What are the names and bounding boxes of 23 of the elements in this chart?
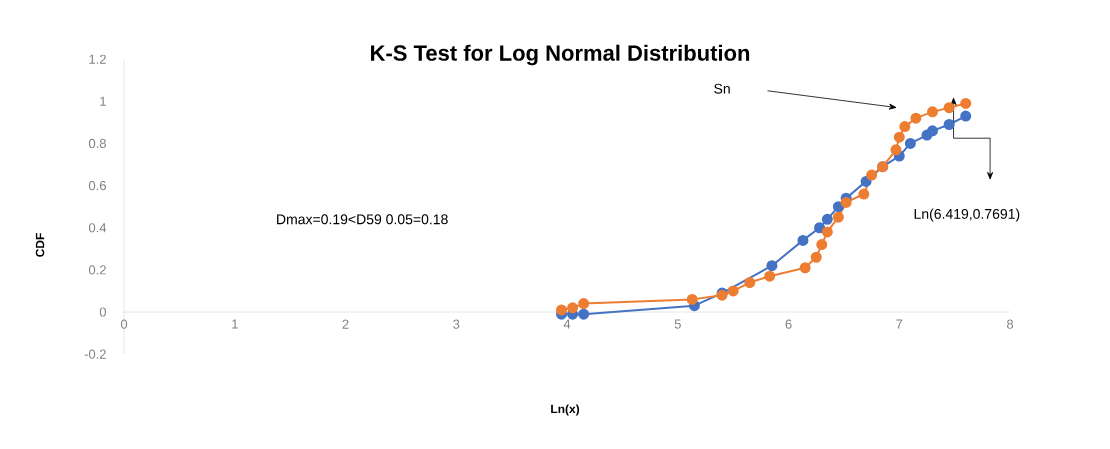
y-tick-label: 0.6 <box>88 180 106 191</box>
x-tick-label: 2 <box>342 319 349 329</box>
y-tick-label: 0.2 <box>88 265 106 275</box>
x-tick-label: 7 <box>896 319 903 329</box>
x-tick-label: 5 <box>674 319 681 329</box>
annotation: Dmax=0.19<D59 0.05=0.18 <box>277 214 448 225</box>
chart-title: K-S Test for Log Normal Distribution <box>371 44 750 66</box>
y-axis-title: CDF <box>35 233 45 257</box>
y-tick-label: 0 <box>99 307 107 317</box>
x-tick-label: 4 <box>563 319 571 329</box>
x-tick-label: 0 <box>120 319 128 329</box>
annotation: Sn <box>714 83 730 94</box>
x-tick-label: 8 <box>1006 319 1014 329</box>
x-tick-label: 6 <box>785 319 792 329</box>
x-tick-label: 1 <box>232 319 238 329</box>
y-tick-label: 0.8 <box>88 138 106 149</box>
y-tick-label: -0.2 <box>84 349 106 359</box>
annotation: Ln(6.419,0.7691) <box>914 208 1020 222</box>
y-tick-label: 0.4 <box>88 223 107 233</box>
y-tick-label: 1.2 <box>89 54 106 64</box>
x-axis-title: Ln(x) <box>551 404 580 416</box>
y-tick-label: 1 <box>100 96 106 106</box>
x-tick-label: 3 <box>453 319 460 329</box>
